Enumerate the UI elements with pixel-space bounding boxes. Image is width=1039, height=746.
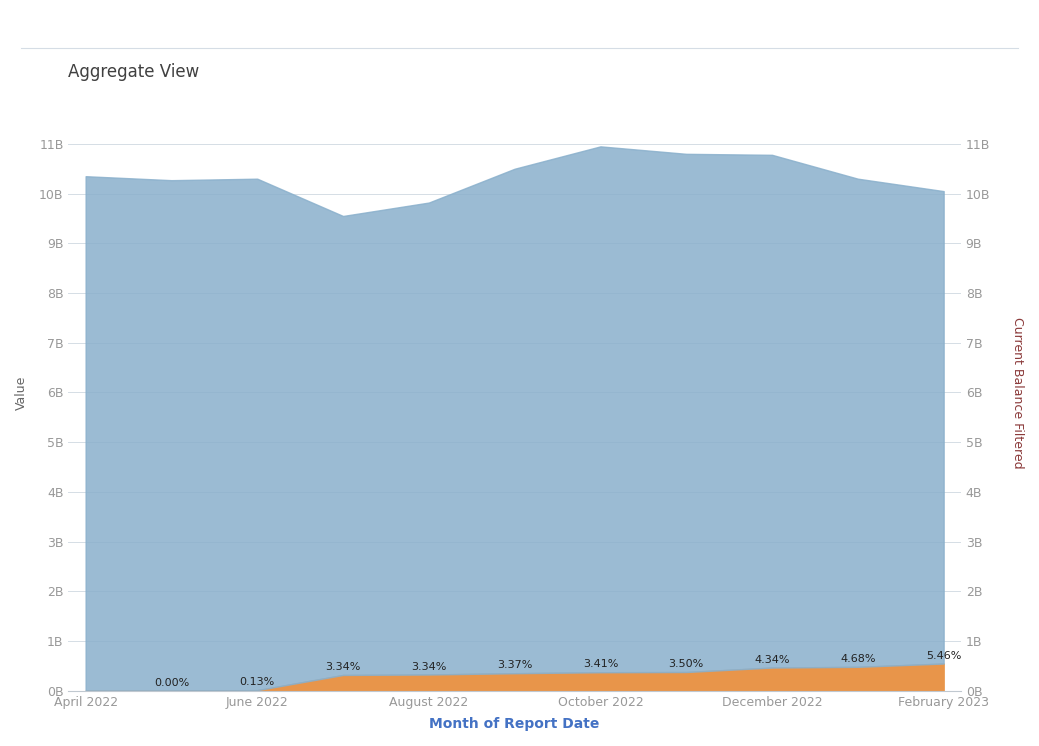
Text: 3.37%: 3.37%	[497, 660, 532, 670]
Text: 3.34%: 3.34%	[325, 662, 361, 672]
Text: 0.13%: 0.13%	[240, 677, 275, 687]
Text: 3.34%: 3.34%	[411, 662, 447, 671]
Text: 3.41%: 3.41%	[583, 659, 618, 669]
Y-axis label: Current Balance Filtered: Current Balance Filtered	[1011, 316, 1024, 468]
Text: 0.00%: 0.00%	[154, 678, 189, 688]
Text: 4.68%: 4.68%	[841, 653, 876, 664]
Text: 5.46%: 5.46%	[926, 651, 961, 660]
Text: 3.50%: 3.50%	[669, 659, 703, 669]
Text: Aggregate View: Aggregate View	[69, 63, 199, 81]
Text: 4.34%: 4.34%	[754, 654, 790, 665]
X-axis label: Month of Report Date: Month of Report Date	[429, 717, 600, 731]
Y-axis label: Value: Value	[15, 375, 28, 410]
